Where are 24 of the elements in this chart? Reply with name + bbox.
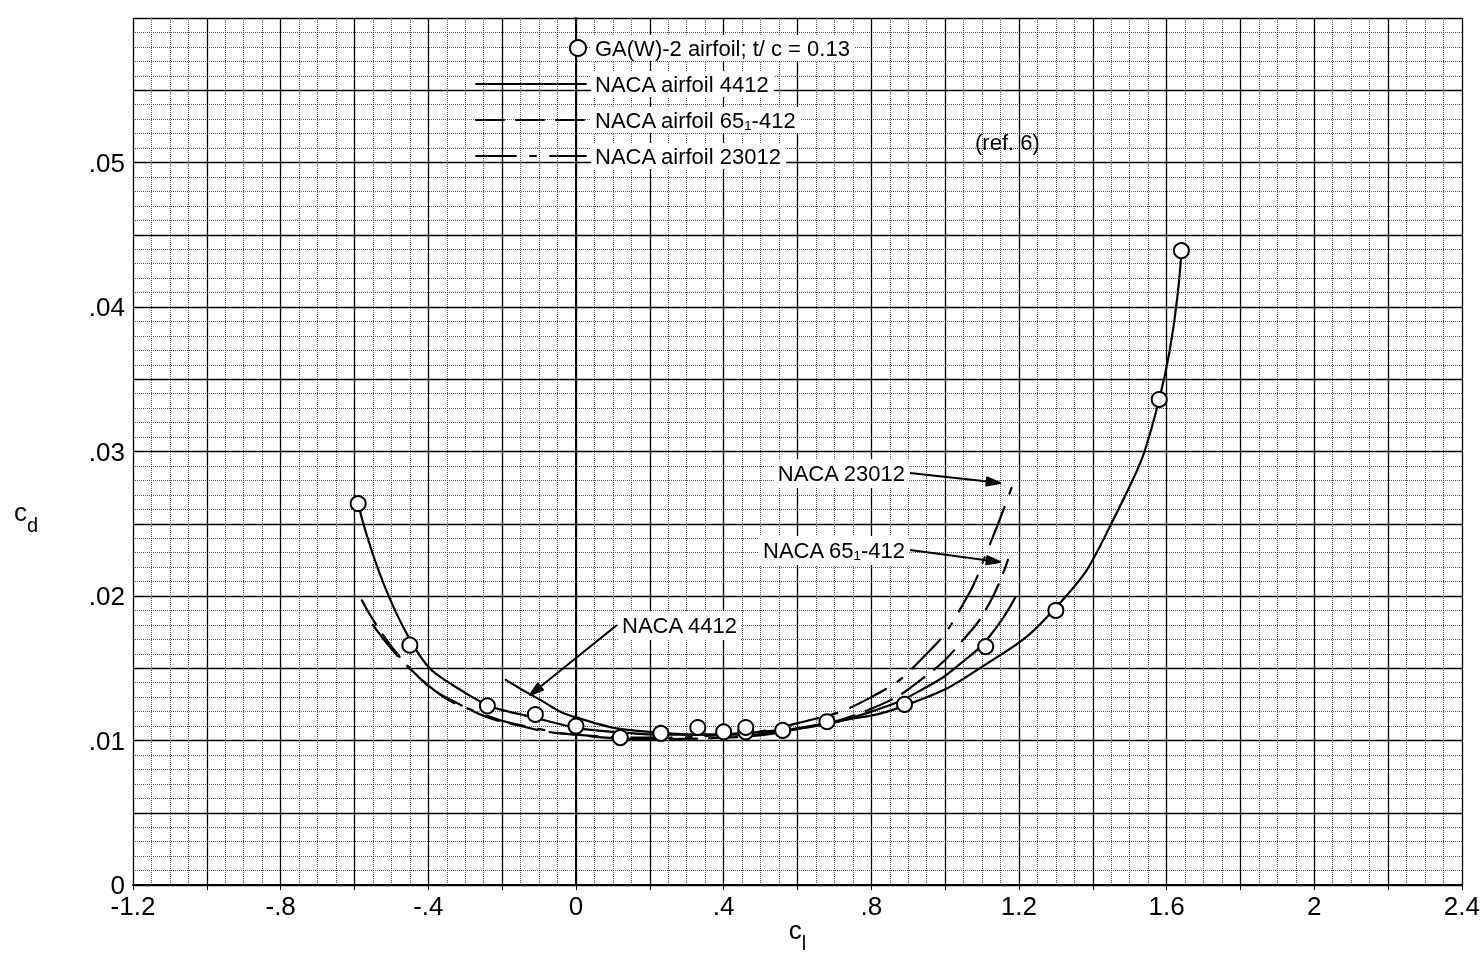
legend-label: GA(W)-2 airfoil; t/ c = 0.13 — [595, 35, 850, 61]
y-tick-label: .03 — [88, 436, 125, 467]
y-tick-label: .05 — [88, 147, 125, 178]
x-tick-label: 1.2 — [1000, 891, 1038, 921]
y-tick-label: .04 — [88, 292, 125, 322]
x-tick-label: -.4 — [413, 891, 444, 921]
x-tick-label: 1.6 — [1148, 891, 1185, 921]
x-axis-title: c$_{l}$ — [788, 915, 807, 953]
legend-label: NACA airfoil 23012 — [595, 143, 781, 169]
annotation: NACA 65₁-412 — [763, 538, 905, 563]
x-tick-label: 2.4 — [1443, 891, 1481, 921]
annotation: NACA 4412 — [622, 613, 737, 638]
x-tick-label: .4 — [712, 891, 735, 921]
y-axis-title: c$_{d}$ — [14, 496, 39, 536]
y-tick-label: .02 — [88, 581, 125, 611]
x-tick-label: 2 — [1307, 891, 1322, 921]
y-tick-label: .01 — [88, 725, 125, 756]
annotation: (ref. 6) — [975, 130, 1040, 155]
x-tick-label: .8 — [860, 891, 883, 921]
legend-label: NACA airfoil 65₁-412 — [595, 107, 796, 133]
annotation: NACA 23012 — [777, 461, 905, 486]
legend-label: NACA airfoil 4412 — [595, 71, 769, 97]
x-tick-label: -.8 — [265, 891, 296, 921]
x-tick-label: 0 — [568, 891, 584, 921]
